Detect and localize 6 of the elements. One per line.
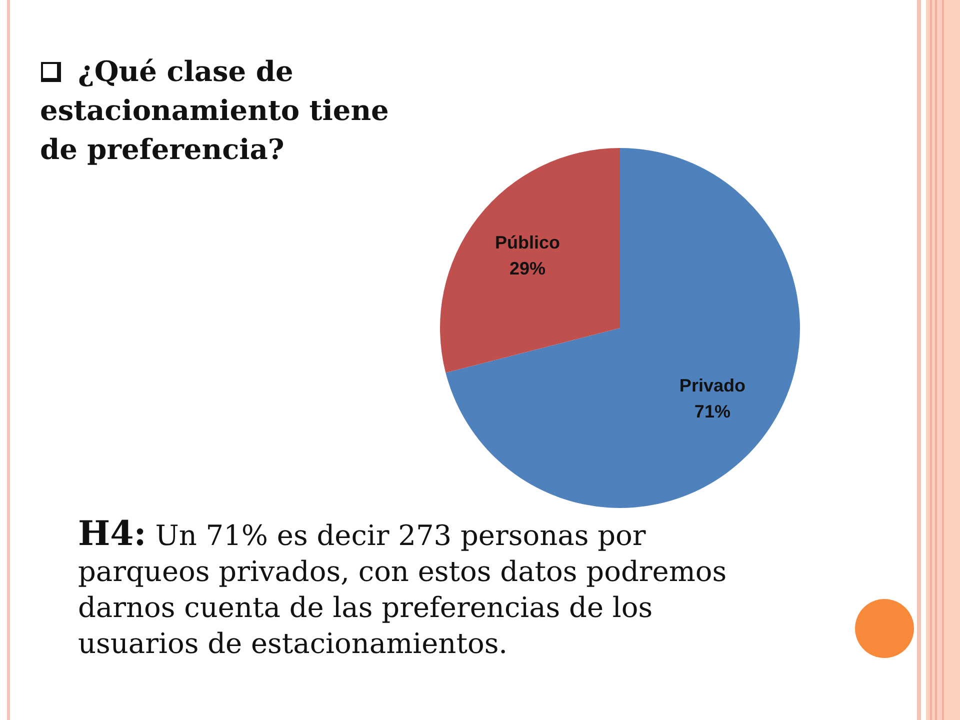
slice-label: Público [495, 232, 560, 252]
data-label: 29% [510, 258, 546, 278]
text: H4: Un 71% es decir 273 personas por parqueos privados, con estos datos podremos darnos cuenta de las preferencias de los usuarios de estacionamientos. [78, 514, 728, 662]
text: ¿Qué clase de estacionamiento tiene de preferencia? [40, 54, 390, 168]
data-label: 71% [694, 402, 730, 422]
slice-label: Privado [679, 376, 746, 396]
